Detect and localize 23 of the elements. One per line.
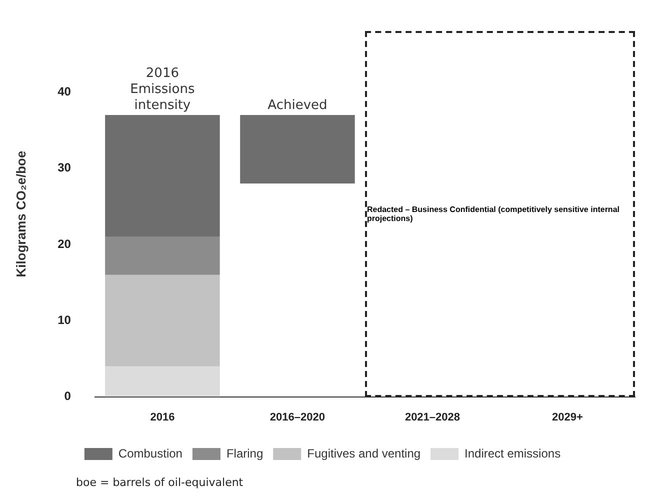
legend-label: Indirect emissions <box>464 446 561 460</box>
bar <box>105 114 220 237</box>
legend-label: Flaring <box>226 446 264 460</box>
annotation: 2016 Emissions intensity <box>130 66 195 113</box>
x-tick-label: 2021–2028 <box>404 411 460 424</box>
x-tick-label: 2016–2020 <box>270 411 325 424</box>
y-tick-label: 10 <box>58 312 72 327</box>
y-tick-label: 0 <box>64 389 72 404</box>
y-tick-label: 40 <box>58 84 72 98</box>
bar <box>240 114 355 184</box>
legend-label: Fugitives and venting <box>307 446 421 460</box>
y-tick-label: 20 <box>58 236 72 251</box>
x-tick-label: 2016 <box>150 411 175 424</box>
annotation: Achieved <box>268 98 328 113</box>
text: boe = barrels of oil-equivalent <box>76 476 244 489</box>
bar <box>105 274 220 366</box>
bar <box>105 366 220 397</box>
legend-label: Combustion <box>118 446 182 460</box>
bar <box>105 236 220 275</box>
y-tick-label: 30 <box>58 160 72 175</box>
dashed-frame: Redacted – Business Confidential (competitively sensitive internal projections) <box>364 31 635 397</box>
x-tick-label: 2029+ <box>552 411 583 424</box>
y-axis-title: Kilograms CO₂e/boe <box>13 150 28 278</box>
